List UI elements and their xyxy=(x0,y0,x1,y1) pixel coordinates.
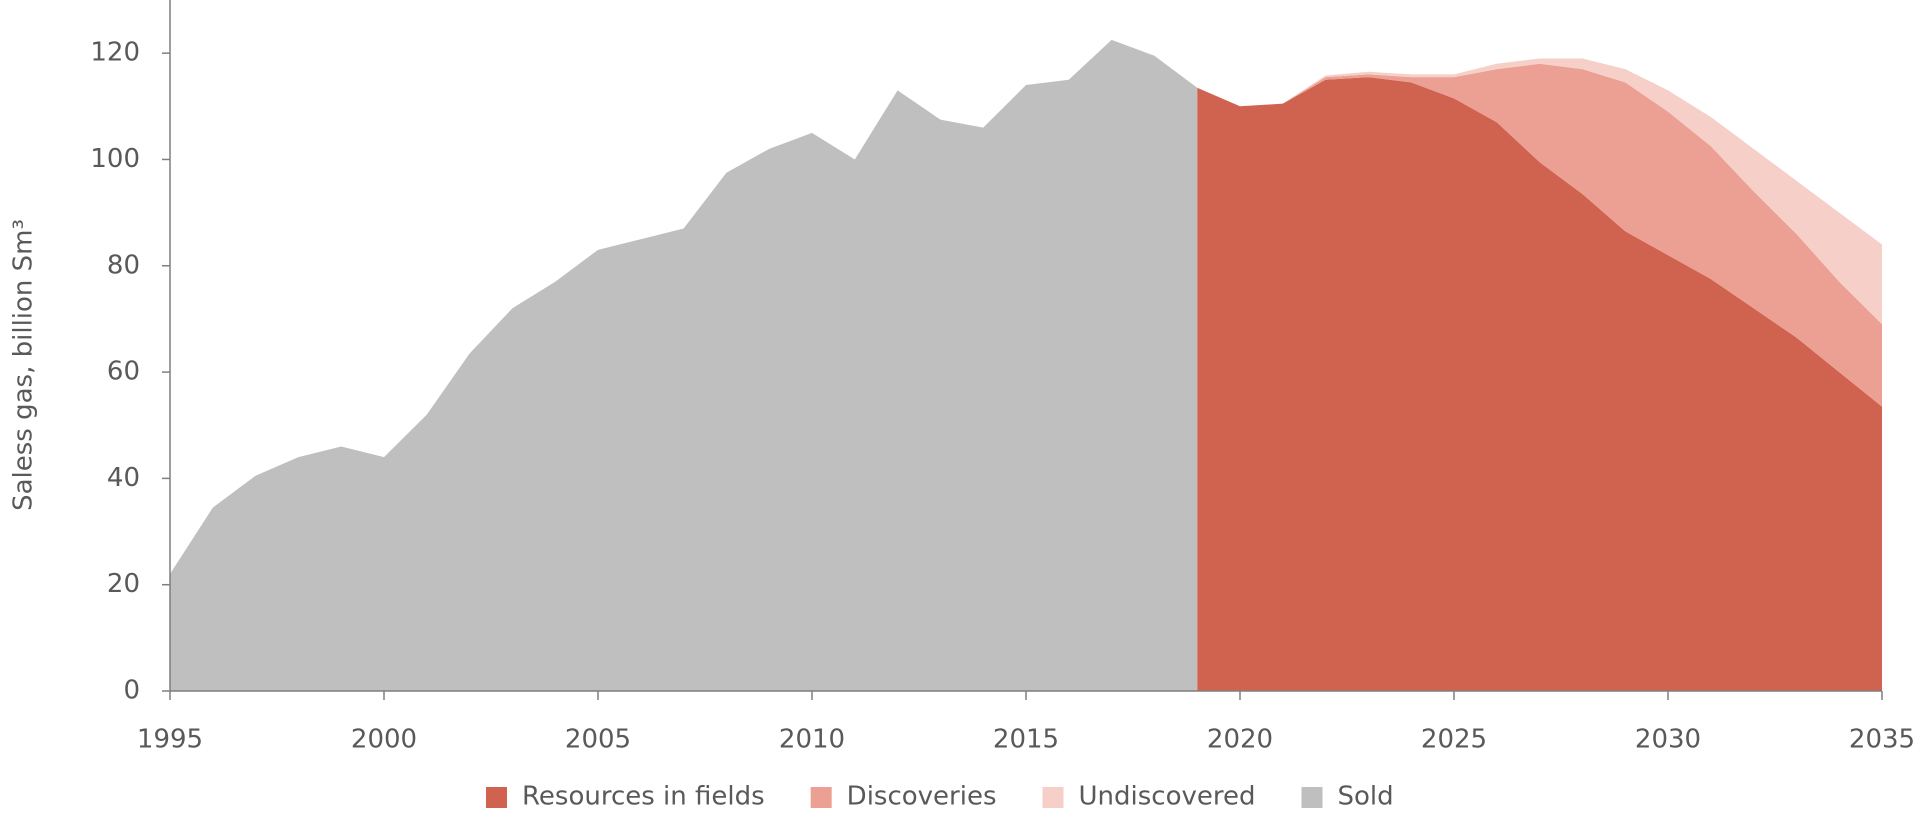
y-tick-label: 60 xyxy=(107,357,140,387)
y-tick-label: 80 xyxy=(107,250,140,280)
area xyxy=(1197,77,1882,692)
y-axis-label: Saless gas, billion Sm³ xyxy=(9,219,39,511)
x-tick-label: 2035 xyxy=(1849,725,1915,755)
y-tick-label: 100 xyxy=(90,144,140,174)
x-tick-label: 2010 xyxy=(779,725,845,755)
area xyxy=(1197,58,1882,325)
legend-swatch xyxy=(486,787,507,808)
area xyxy=(1197,63,1882,407)
legend-label: Sold xyxy=(1338,782,1394,812)
area xyxy=(170,39,1198,692)
legend-label: Resources in fields xyxy=(522,782,765,812)
legend-swatch xyxy=(810,787,832,808)
x-tick-label: 2020 xyxy=(1207,725,1273,755)
y-tick-label: 0 xyxy=(123,676,140,706)
legend-swatch xyxy=(1301,787,1323,808)
x-tick-label: 1995 xyxy=(137,725,203,755)
y-tick-label: 40 xyxy=(107,463,140,493)
y-tick-label: 120 xyxy=(90,38,140,68)
x-tick-label: 2015 xyxy=(993,725,1059,755)
legend-label: Undiscovered xyxy=(1079,782,1256,812)
y-tick-label: 20 xyxy=(107,569,140,599)
x-tick-label: 2000 xyxy=(351,725,417,755)
x-tick-label: 2005 xyxy=(565,725,631,755)
legend-label: Discoveries xyxy=(847,782,997,812)
x-tick-label: 2025 xyxy=(1421,725,1487,755)
x-tick-label: 2030 xyxy=(1635,725,1701,755)
legend-swatch xyxy=(1042,787,1064,808)
